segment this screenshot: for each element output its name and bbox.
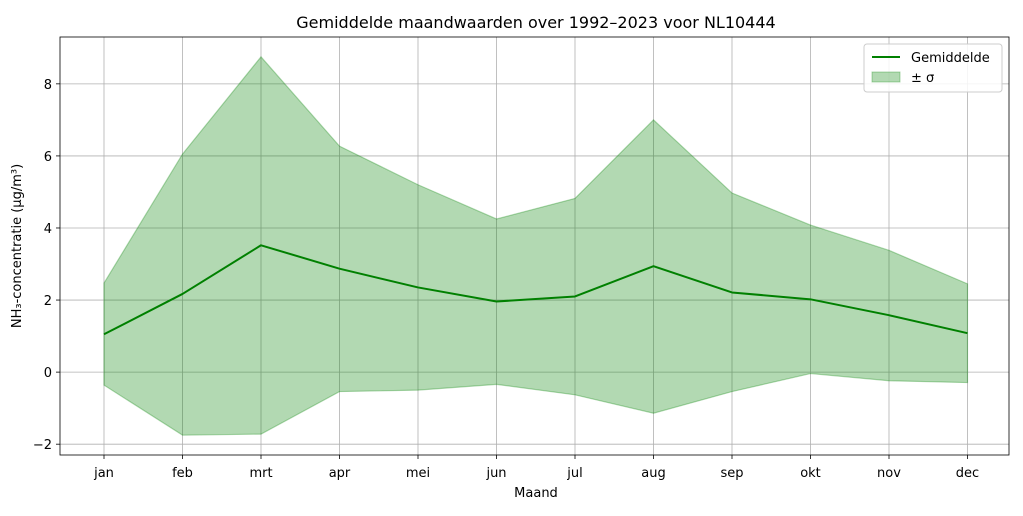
legend: Gemiddelde ± σ [863, 43, 1003, 93]
x-gridlines [103, 37, 968, 455]
x-axis-ticks: jan feb mrt apr mei jun jul aug sep okt nov dec [93, 455, 979, 481]
x-tick-label: aug [641, 466, 665, 481]
y-tick-label: 0 [44, 366, 52, 381]
x-tick-label: jun [485, 466, 506, 481]
y-tick-label: 4 [44, 222, 52, 237]
y-axis-ticks: −2 0 2 4 6 8 [33, 78, 60, 453]
legend-band-swatch [871, 71, 901, 83]
x-tick-label: apr [329, 466, 351, 481]
x-tick-label: sep [720, 466, 743, 481]
y-tick-label: 8 [44, 78, 52, 93]
sigma-band [103, 55, 969, 436]
y-axis-label: NH₃-concentratie (µg/m³) [10, 164, 25, 328]
x-tick-label: okt [800, 466, 821, 481]
mean-line [103, 244, 968, 336]
x-tick-label: nov [877, 466, 901, 481]
chart-title: Gemiddelde maandwaarden over 1992–2023 v… [296, 13, 775, 32]
y-tick-label: −2 [33, 438, 52, 453]
y-tick-label: 6 [44, 150, 52, 165]
y-tick-label: 2 [44, 294, 52, 309]
x-tick-label: feb [172, 466, 193, 481]
x-tick-label: mrt [249, 466, 272, 481]
x-tick-label: jan [93, 466, 114, 481]
x-tick-label: dec [956, 466, 979, 481]
x-tick-label: mei [406, 466, 430, 481]
plot-frame [59, 36, 1010, 456]
legend-mean-label: Gemiddelde [911, 51, 990, 66]
x-axis-label: Maand [514, 486, 558, 501]
legend-band-label: ± σ [911, 71, 934, 86]
x-tick-label: jul [566, 466, 582, 481]
